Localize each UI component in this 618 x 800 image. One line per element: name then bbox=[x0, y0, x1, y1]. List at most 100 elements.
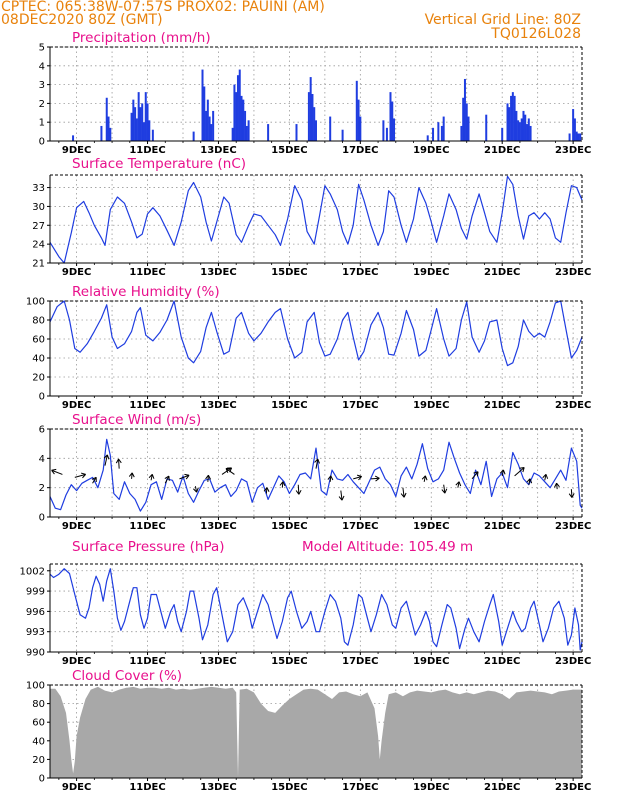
y-tick-label: 100 bbox=[26, 297, 45, 308]
precip-bar bbox=[137, 92, 140, 141]
header-date: 08DEC2020 80Z (GMT) bbox=[1, 12, 163, 28]
wind-arrow bbox=[421, 475, 428, 482]
precip-bar bbox=[148, 120, 151, 141]
x-tick-label: 15DEC bbox=[271, 145, 307, 156]
x-tick-label: 17DEC bbox=[342, 400, 378, 411]
y-tick-label: 40 bbox=[32, 736, 45, 747]
panel-annotation: Model Altitude: 105.49 m bbox=[302, 539, 473, 555]
wind-arrow bbox=[91, 476, 97, 484]
x-tick-label: 13DEC bbox=[200, 782, 236, 793]
x-tick-label: 9DEC bbox=[62, 267, 91, 278]
precip-bar bbox=[236, 75, 239, 141]
wind-arrow-shaft bbox=[544, 474, 547, 481]
wind-arrow-shaft bbox=[353, 475, 362, 480]
wind-arrow-head bbox=[91, 476, 97, 482]
y-tick-label: 30 bbox=[32, 202, 45, 213]
wind-arrow-head bbox=[148, 473, 155, 479]
precip-bar bbox=[240, 95, 243, 141]
wind-arrow-shaft bbox=[207, 475, 209, 482]
wind-arrow bbox=[115, 458, 122, 469]
wind-arrow bbox=[225, 467, 235, 475]
wind-arrow-shaft bbox=[514, 467, 525, 477]
wind-arrow-shaft bbox=[164, 475, 170, 484]
header-grid-note: Vertical Grid Line: 80Z bbox=[424, 12, 581, 28]
wind-arrow-shaft bbox=[225, 468, 235, 475]
y-tick-label: 20 bbox=[32, 755, 45, 766]
panel-title: Surface Wind (m/s) bbox=[72, 412, 201, 428]
wind-arrow-shaft bbox=[150, 474, 153, 481]
x-tick-label: 9DEC bbox=[62, 400, 91, 411]
x-tick-label: 15DEC bbox=[271, 521, 307, 532]
x-tick-label: 21DEC bbox=[484, 267, 520, 278]
precip-bar bbox=[382, 120, 385, 141]
wind-arrow-shaft bbox=[443, 484, 446, 494]
wind-arrow bbox=[526, 478, 533, 485]
y-tick-label: 4 bbox=[39, 454, 45, 465]
x-tick-label: 13DEC bbox=[200, 521, 236, 532]
y-tick-label: 21 bbox=[32, 259, 45, 270]
x-tick-label: 17DEC bbox=[342, 267, 378, 278]
y-tick-label: 60 bbox=[32, 718, 45, 729]
wind-arrow-head bbox=[103, 454, 110, 460]
x-tick-label: 9DEC bbox=[62, 656, 91, 667]
precip-bar bbox=[107, 116, 110, 141]
wind-arrow-head bbox=[225, 467, 231, 474]
wind-arrow bbox=[103, 454, 110, 466]
header-line1: CPTEC: 065:38W-07:57S PROX02: PAUINI (AM… bbox=[1, 0, 325, 15]
precip-bar bbox=[309, 77, 312, 141]
wind-arrow-head bbox=[542, 473, 549, 479]
wind-arrow-shaft bbox=[131, 472, 133, 479]
precip-bar bbox=[132, 99, 135, 141]
panel-title: Precipitation (mm/h) bbox=[72, 30, 211, 46]
y-tick-label: 993 bbox=[26, 627, 45, 638]
precip-bar bbox=[506, 103, 509, 141]
precip-bar bbox=[575, 131, 578, 141]
wind-arrow bbox=[51, 468, 63, 475]
precip-bar bbox=[517, 120, 520, 141]
precip-bar bbox=[577, 133, 580, 141]
y-tick-label: 0 bbox=[39, 392, 45, 403]
precip-bar bbox=[572, 109, 575, 141]
x-tick-label: 19DEC bbox=[413, 521, 449, 532]
y-tick-label: 80 bbox=[32, 699, 45, 710]
precip-bar bbox=[463, 78, 466, 141]
precip-bar bbox=[205, 110, 208, 141]
precip-bar bbox=[524, 114, 527, 141]
x-tick-label: 13DEC bbox=[200, 656, 236, 667]
precip-bar bbox=[511, 92, 514, 141]
precip-bar bbox=[210, 124, 213, 141]
panel-3: 0 20 40 60 80 100 9DEC 11DEC 13DEC 15DEC 17DEC 19DE… bbox=[26, 284, 591, 411]
wind-arrow-shaft bbox=[315, 458, 319, 469]
x-tick-label: 9DEC bbox=[62, 521, 91, 532]
precip-bar bbox=[440, 125, 443, 141]
precip-bar bbox=[203, 86, 206, 141]
x-tick-label: 21DEC bbox=[484, 782, 520, 793]
wind-arrow-head bbox=[400, 492, 407, 498]
x-tick-label: 9DEC bbox=[62, 782, 91, 793]
precip-bar bbox=[105, 97, 108, 141]
panel-title: Surface Pressure (hPa) bbox=[72, 539, 225, 555]
wind-arrow bbox=[128, 472, 135, 479]
y-tick-label: 2 bbox=[39, 483, 45, 494]
x-tick-label: 13DEC bbox=[200, 267, 236, 278]
x-tick-label: 17DEC bbox=[342, 521, 378, 532]
panel-5: 990 993 996 999 1002 9DEC 11DEC 13DEC 15DEC 17DEC… bbox=[20, 539, 592, 667]
wind-arrow bbox=[263, 487, 270, 494]
panel-title: Relative Humidity (%) bbox=[72, 284, 220, 300]
wind-arrow-shaft bbox=[370, 477, 380, 480]
wind-arrow-shaft bbox=[74, 473, 86, 478]
wind-arrow-shaft bbox=[179, 474, 190, 480]
precip-bar bbox=[311, 94, 314, 141]
x-tick-label: 13DEC bbox=[200, 400, 236, 411]
wind-arrow-shaft bbox=[104, 454, 108, 466]
precip-bar bbox=[522, 110, 525, 141]
precip-bar bbox=[139, 107, 142, 141]
y-tick-label: 999 bbox=[26, 587, 45, 598]
panel-2: 21 24 27 30 33 9DEC 11DEC 13DEC 15DEC 17DEC 19DEC 2… bbox=[32, 156, 591, 278]
precip-bar bbox=[579, 133, 582, 141]
wind-arrow bbox=[514, 467, 525, 477]
wind-arrow bbox=[179, 473, 190, 480]
precip-bar bbox=[267, 124, 270, 141]
wind-arrow bbox=[338, 490, 345, 501]
